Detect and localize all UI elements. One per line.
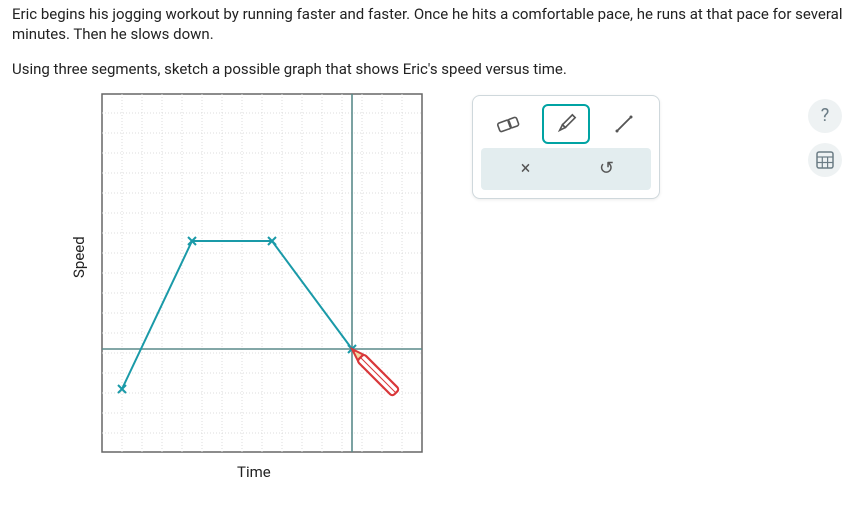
line-icon	[611, 111, 637, 137]
graph-canvas[interactable]	[72, 93, 424, 457]
graph-svg[interactable]	[72, 93, 424, 453]
clear-button[interactable]: ×	[502, 152, 550, 186]
eraser-icon	[494, 114, 522, 134]
eraser-tool-button[interactable]	[484, 104, 532, 144]
help-icon: ?	[821, 105, 830, 126]
undo-button[interactable]: ↺	[583, 152, 631, 186]
undo-icon: ↺	[599, 158, 614, 179]
x-axis-label: Time	[237, 463, 271, 481]
action-row: × ↺	[481, 148, 651, 190]
side-buttons: ?	[808, 99, 842, 177]
problem-paragraph-1: Eric begins his jogging workout by runni…	[12, 4, 850, 45]
pencil-tool-button[interactable]	[542, 104, 590, 144]
clear-icon: ×	[521, 158, 531, 179]
pencil-icon	[553, 111, 579, 137]
calculator-button[interactable]	[808, 143, 842, 177]
problem-paragraph-2: Using three segments, sketch a possible …	[12, 59, 850, 79]
line-tool-button[interactable]	[600, 104, 648, 144]
workspace: Speed Time	[12, 93, 850, 503]
help-button[interactable]: ?	[808, 99, 842, 133]
problem-text: Eric begins his jogging workout by runni…	[12, 4, 850, 79]
drawing-toolbar: × ↺	[472, 95, 660, 199]
tool-row	[481, 104, 651, 144]
calculator-icon	[816, 151, 834, 169]
